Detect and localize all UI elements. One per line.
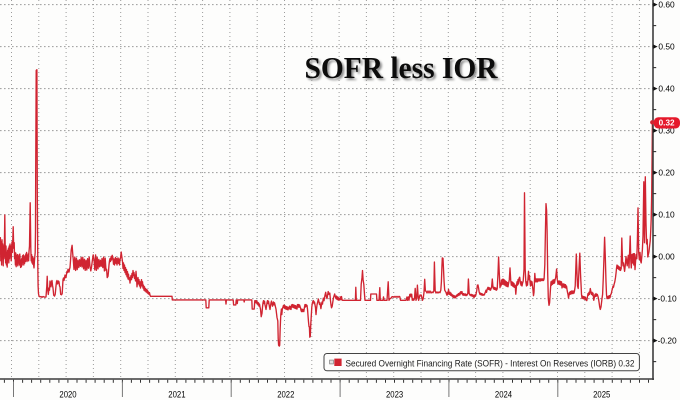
svg-text:2020: 2020	[59, 389, 76, 399]
svg-text:0.00: 0.00	[658, 252, 675, 262]
svg-text:2024: 2024	[495, 389, 512, 399]
svg-text:2022: 2022	[277, 389, 294, 399]
svg-text:2021: 2021	[168, 389, 185, 399]
svg-text:Secured Overnight Financing Ra: Secured Overnight Financing Rate (SOFR) …	[346, 358, 635, 368]
svg-text:2025: 2025	[593, 389, 610, 399]
svg-text:SOFR less IOR: SOFR less IOR	[305, 51, 499, 85]
svg-text:0.32: 0.32	[659, 119, 675, 128]
svg-text:-0.10: -0.10	[658, 294, 677, 304]
svg-text:0.50: 0.50	[658, 42, 675, 52]
svg-text:0.30: 0.30	[658, 126, 675, 136]
svg-text:2023: 2023	[386, 389, 403, 399]
svg-text:-0.20: -0.20	[658, 336, 677, 346]
svg-text:0.40: 0.40	[658, 84, 675, 94]
svg-text:0.10: 0.10	[658, 210, 675, 220]
svg-text:0.60: 0.60	[658, 0, 675, 10]
svg-text:0.20: 0.20	[658, 168, 675, 178]
